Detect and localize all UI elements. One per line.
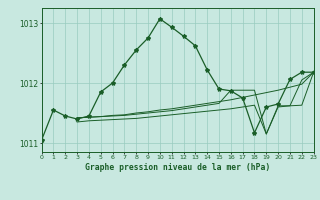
X-axis label: Graphe pression niveau de la mer (hPa): Graphe pression niveau de la mer (hPa) [85, 163, 270, 172]
